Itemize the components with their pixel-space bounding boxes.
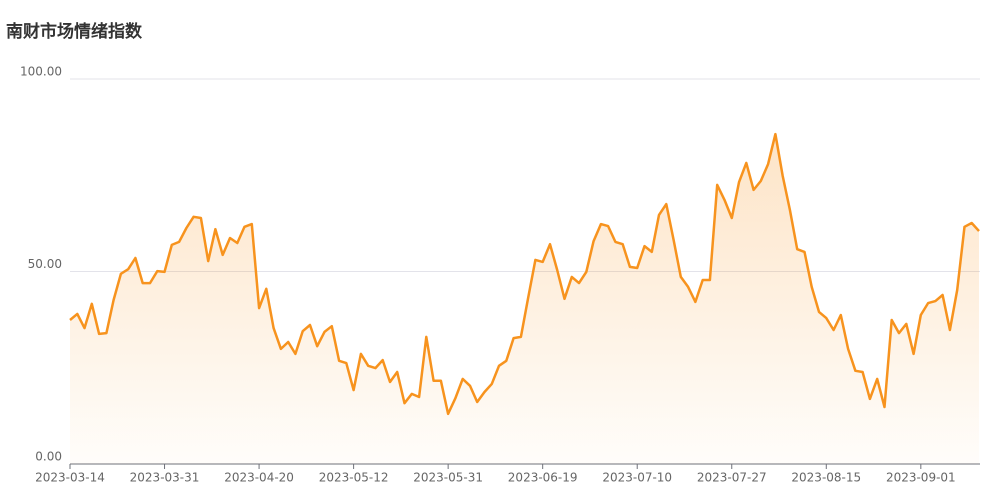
x-tick-label: 2023-04-20 <box>224 471 294 485</box>
x-tick-label: 2023-08-15 <box>791 471 861 485</box>
x-tick-label: 2023-03-14 <box>35 471 105 485</box>
y-tick-label: 50.00 <box>28 257 62 271</box>
x-tick-label: 2023-05-31 <box>413 471 483 485</box>
x-tick-label: 2023-05-12 <box>319 471 389 485</box>
y-tick-label: 0.00 <box>35 450 62 464</box>
line <box>69 132 980 416</box>
area <box>70 134 979 464</box>
x-tick-label: 2023-06-19 <box>508 471 578 485</box>
x-tick-label: 2023-07-10 <box>602 471 672 485</box>
y-tick-label: 100.00 <box>20 65 62 79</box>
x-tick-label: 2023-09-01 <box>886 471 956 485</box>
x-tick-label: 2023-03-31 <box>130 471 200 485</box>
x-tick-label: 2023-07-27 <box>697 471 767 485</box>
chart-title: 南财市场情绪指数 <box>6 21 143 42</box>
